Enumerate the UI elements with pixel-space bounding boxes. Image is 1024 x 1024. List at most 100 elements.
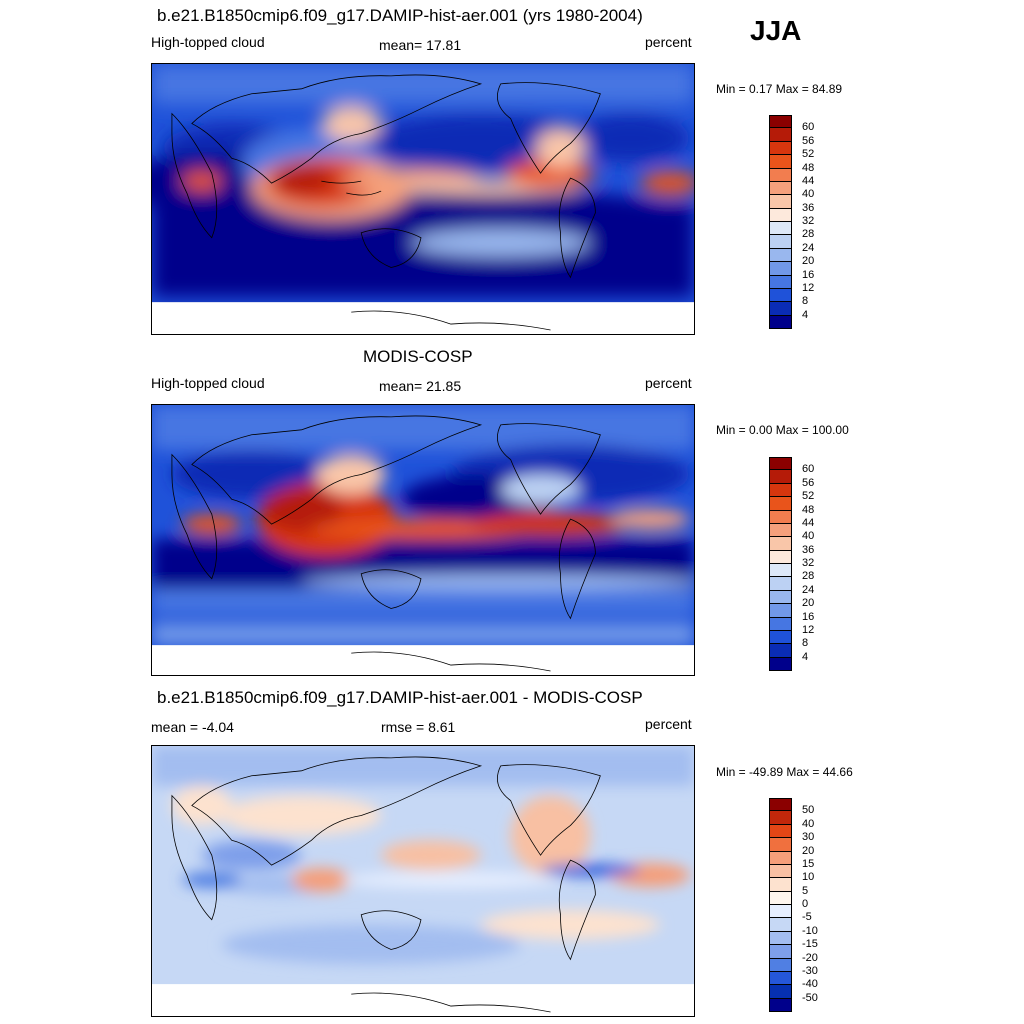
colorbar-tick-label: 20 bbox=[802, 844, 815, 857]
panel2-colorbar: 60 56 52 48 44 40 36 32 28 24 20 16 12 8 4 bbox=[769, 457, 814, 671]
panel3-title: b.e21.B1850cmip6.f09_g17.DAMIP-hist-aer.… bbox=[157, 688, 643, 707]
colorbar-tick-label: 36 bbox=[802, 201, 815, 214]
panel3-units-label: percent bbox=[645, 716, 692, 732]
colorbar-tick-label: 56 bbox=[802, 134, 815, 147]
colorbar-tick-label: 32 bbox=[802, 557, 815, 569]
colorbar-tick-label: -20 bbox=[802, 951, 818, 964]
colorbar-box bbox=[769, 905, 792, 919]
colorbar-tick-label: -5 bbox=[802, 911, 812, 924]
colorbar-box bbox=[769, 275, 792, 289]
colorbar-tick-label: -40 bbox=[802, 978, 818, 991]
colorbar-tick-label: 52 bbox=[802, 148, 815, 161]
colorbar-box bbox=[769, 891, 792, 905]
colorbar-tick-label: 15 bbox=[802, 857, 815, 870]
colorbar-box bbox=[769, 824, 792, 839]
colorbar-tick-label: 36 bbox=[802, 543, 815, 556]
colorbar-box bbox=[769, 523, 792, 538]
colorbar-box bbox=[769, 864, 792, 879]
colorbar-tick-label: 32 bbox=[802, 215, 815, 227]
colorbar-tick-label: 28 bbox=[802, 570, 815, 583]
colorbar-tick-label: 60 bbox=[802, 463, 815, 476]
colorbar-tick-label: 52 bbox=[802, 490, 815, 503]
colorbar-box bbox=[769, 590, 792, 605]
colorbar-box bbox=[769, 483, 792, 498]
colorbar-tick-label: 44 bbox=[802, 516, 815, 529]
colorbar-box bbox=[769, 497, 792, 511]
colorbar-box bbox=[769, 470, 792, 484]
colorbar-box bbox=[769, 222, 792, 236]
panel2-title: MODIS-COSP bbox=[363, 347, 473, 366]
panel3-minmax: Min = -49.89 Max = 44.66 bbox=[716, 765, 853, 779]
colorbar-box bbox=[769, 128, 792, 142]
colorbar-box bbox=[769, 288, 792, 303]
colorbar-tick-label: 40 bbox=[802, 530, 815, 543]
panel1-map bbox=[151, 63, 695, 335]
colorbar-tick-label: 16 bbox=[802, 268, 815, 281]
colorbar-tick-label: 8 bbox=[802, 637, 809, 650]
season-label: JJA bbox=[750, 15, 802, 46]
colorbar-box bbox=[769, 195, 792, 209]
panel3-rmse-label: rmse = 8.61 bbox=[381, 719, 456, 735]
colorbar-frame bbox=[769, 798, 792, 1012]
colorbar-box bbox=[769, 838, 792, 852]
colorbar-box bbox=[769, 115, 792, 129]
colorbar-box bbox=[769, 208, 792, 222]
panel1-variable-label: High-topped cloud bbox=[151, 34, 265, 50]
colorbar-tick-label: 20 bbox=[802, 597, 815, 610]
colorbar-tick-label: 16 bbox=[802, 610, 815, 623]
colorbar-box bbox=[769, 811, 792, 825]
colorbar-box bbox=[769, 604, 792, 618]
colorbar-tick-label: 12 bbox=[802, 623, 815, 636]
panel3-colorbar: 50 40 30 20 15 10 5 0 -5 -10 -15 -20 -30 -40 -50 bbox=[769, 798, 818, 1012]
colorbar-box bbox=[769, 918, 792, 932]
colorbar-box bbox=[769, 617, 792, 631]
colorbar-tick-label: 20 bbox=[802, 255, 815, 268]
colorbar-box bbox=[769, 302, 792, 316]
colorbar-frame bbox=[769, 115, 792, 329]
colorbar-tick-label: 4 bbox=[802, 650, 809, 663]
colorbar-box bbox=[769, 235, 792, 249]
colorbar-box bbox=[769, 577, 792, 591]
colorbar-tick-label: 30 bbox=[802, 831, 815, 844]
colorbar-box bbox=[769, 262, 792, 276]
colorbar-tick-label: 4 bbox=[802, 308, 809, 321]
colorbar-box bbox=[769, 878, 792, 892]
panel2-variable-label: High-topped cloud bbox=[151, 375, 265, 391]
colorbar-tick-label: 50 bbox=[802, 804, 815, 817]
colorbar-box bbox=[769, 630, 792, 645]
colorbar-tick-label: 48 bbox=[802, 161, 815, 174]
colorbar-tick-label: 60 bbox=[802, 121, 815, 134]
panel1-title: b.e21.B1850cmip6.f09_g17.DAMIP-hist-aer.… bbox=[157, 6, 643, 25]
colorbar-tick-label: 12 bbox=[802, 281, 815, 294]
colorbar-box bbox=[769, 971, 792, 986]
colorbar-tick-label: 28 bbox=[802, 228, 815, 241]
colorbar-box bbox=[769, 931, 792, 946]
colorbar-frame bbox=[769, 457, 792, 671]
colorbar-box bbox=[769, 550, 792, 564]
colorbar-box bbox=[769, 958, 792, 972]
colorbar-tick-label: -15 bbox=[802, 938, 818, 951]
colorbar-box bbox=[769, 181, 792, 196]
panel1-units-label: percent bbox=[645, 34, 692, 50]
colorbar-tick-label: 48 bbox=[802, 503, 815, 516]
panel1-minmax: Min = 0.17 Max = 84.89 bbox=[716, 82, 843, 96]
colorbar-box bbox=[769, 141, 792, 156]
colorbar-box bbox=[769, 168, 792, 182]
colorbar-box bbox=[769, 564, 792, 578]
colorbar-tick-label: -50 bbox=[802, 991, 818, 1004]
colorbar-box bbox=[769, 537, 792, 551]
colorbar-box bbox=[769, 851, 792, 865]
panel2-map bbox=[151, 404, 695, 676]
colorbar-box bbox=[769, 248, 792, 263]
colorbar-tick-label: 8 bbox=[802, 295, 809, 308]
panel2-minmax: Min = 0.00 Max = 100.00 bbox=[716, 423, 849, 437]
colorbar-box bbox=[769, 457, 792, 471]
colorbar-tick-label: 44 bbox=[802, 174, 815, 187]
colorbar-tick-label: 10 bbox=[802, 871, 815, 884]
colorbar-tick-label: 24 bbox=[802, 241, 815, 254]
colorbar-tick-label: -10 bbox=[802, 924, 818, 937]
colorbar-box bbox=[769, 798, 792, 812]
panel2-mean-label: mean= 21.85 bbox=[379, 378, 462, 394]
colorbar-box bbox=[769, 510, 792, 524]
panel1-mean-label: mean= 17.81 bbox=[379, 37, 462, 53]
